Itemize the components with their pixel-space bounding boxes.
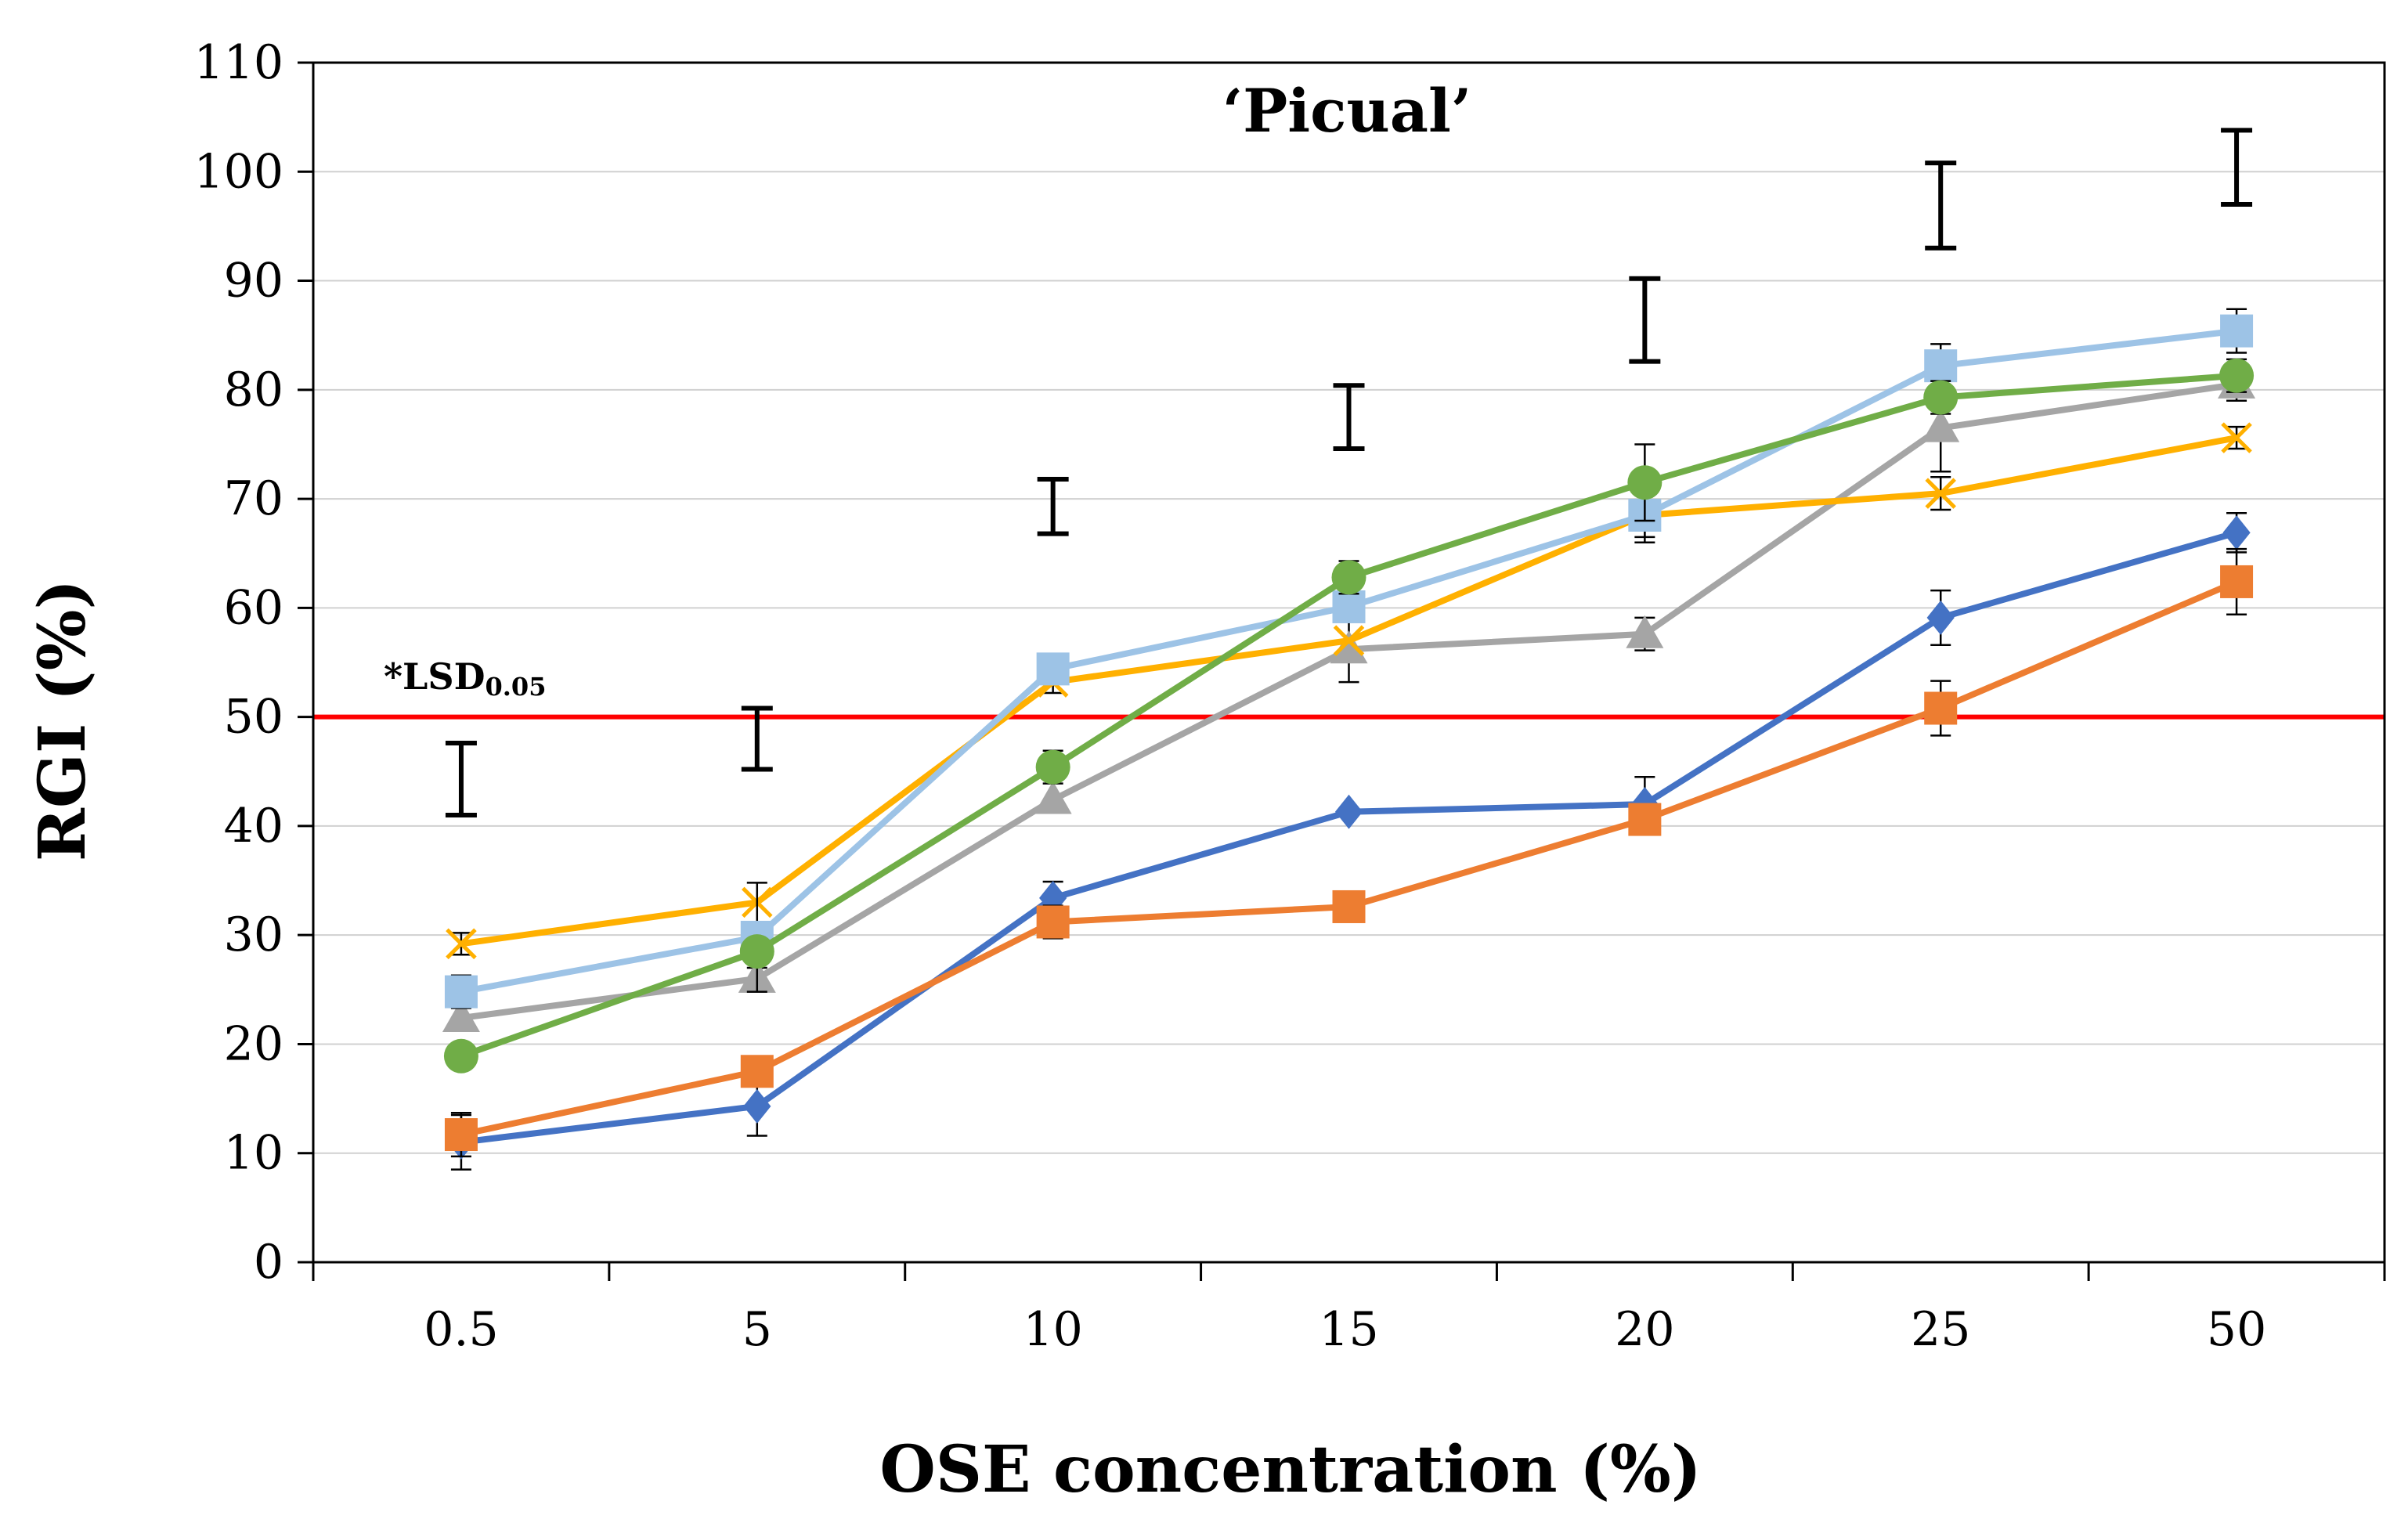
lsd-bar	[741, 705, 773, 772]
data-point	[1332, 889, 1366, 923]
data-point	[1922, 409, 1960, 442]
lsd-bar	[445, 741, 477, 817]
lsd-bar	[1037, 477, 1069, 536]
data-point	[2222, 515, 2251, 550]
data-point	[1626, 615, 1664, 648]
data-point	[740, 1055, 774, 1088]
x-tick-label: 25	[1911, 1302, 1970, 1357]
x-axis-title: OSE concentration (%)	[879, 1432, 1701, 1507]
data-point	[444, 1118, 478, 1152]
data-point	[443, 1038, 478, 1074]
data-point-stroke	[2221, 422, 2252, 453]
data-point	[1926, 600, 1955, 635]
lsd-bar	[2221, 128, 2253, 207]
data-point	[446, 928, 477, 960]
x-tick-label: 10	[1023, 1302, 1082, 1357]
data-point	[2220, 565, 2254, 598]
data-point-stroke	[446, 928, 477, 960]
chart-title: ‘Picual’	[1222, 76, 1472, 146]
lsd-bar	[1629, 276, 1661, 364]
data-point	[743, 1088, 771, 1124]
y-tick-label: 0	[254, 1235, 283, 1290]
data-point	[444, 975, 478, 1009]
lsd-bar	[1925, 161, 1957, 251]
data-point-stroke	[1333, 625, 1365, 656]
data-point	[2220, 314, 2254, 348]
y-tick-label: 90	[224, 254, 283, 309]
x-tick-label: 0.5	[424, 1302, 498, 1357]
data-point	[1924, 691, 1958, 725]
data-point	[1334, 794, 1363, 829]
y-tick-label: 110	[193, 35, 283, 90]
lsd-annotation: *LSD0.05	[384, 655, 546, 702]
data-point	[1035, 749, 1070, 785]
y-tick-label: 40	[224, 799, 283, 853]
data-point	[1627, 465, 1662, 500]
data-point	[1333, 625, 1365, 656]
data-point	[1332, 590, 1366, 623]
data-point	[442, 999, 480, 1033]
data-point	[1628, 803, 1662, 836]
y-tick-label: 70	[224, 471, 283, 526]
data-point	[1036, 652, 1070, 686]
x-tick-label: 50	[2207, 1302, 2266, 1357]
y-tick-label: 10	[224, 1126, 283, 1181]
series-2	[444, 547, 2254, 1158]
data-point	[1925, 478, 1956, 509]
data-point	[1036, 905, 1070, 939]
x-tick-label: 5	[742, 1302, 772, 1357]
series-6	[443, 358, 2255, 1074]
data-point	[1034, 781, 1072, 814]
data-point	[1331, 560, 1366, 595]
data-point-stroke	[1925, 478, 1956, 509]
data-point	[1330, 630, 1368, 664]
y-tick-label: 80	[224, 363, 283, 417]
y-tick-label: 30	[224, 908, 283, 962]
y-tick-label: 100	[193, 144, 283, 199]
lsd-annotation-subscript: 0.05	[486, 672, 547, 702]
lsd-bar	[1333, 383, 1365, 452]
x-tick-label: 20	[1615, 1302, 1674, 1357]
data-point	[2221, 422, 2252, 453]
data-point	[1923, 380, 1959, 415]
data-point	[1924, 349, 1958, 383]
y-tick-label: 50	[224, 690, 283, 745]
y-tick-label: 20	[224, 1016, 283, 1071]
x-tick-label: 15	[1319, 1302, 1378, 1357]
lsd-annotation-text: *LSD	[384, 655, 486, 698]
data-point	[1039, 880, 1067, 915]
data-point	[739, 934, 774, 969]
y-axis-title: RGI (%)	[25, 579, 100, 862]
data-point	[2219, 358, 2255, 393]
y-tick-label: 60	[224, 580, 283, 635]
plot-border	[312, 61, 2386, 1264]
